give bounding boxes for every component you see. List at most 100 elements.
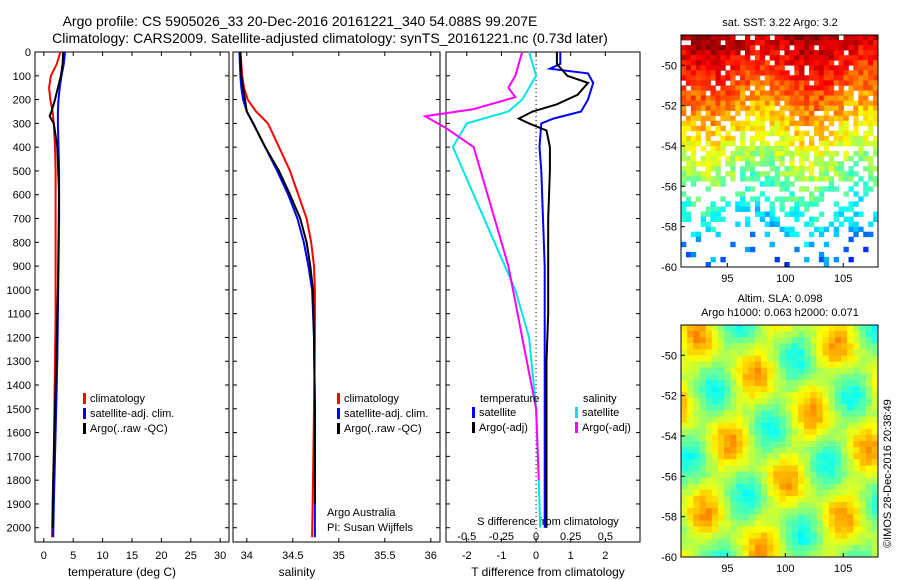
sst-cell: [700, 70, 706, 76]
sla-cell: [748, 514, 756, 521]
sst-cell: [730, 85, 736, 91]
sla-cell: [730, 465, 737, 472]
sst-cell: [690, 50, 697, 56]
sla-cell: [859, 550, 867, 558]
sla-cell: [785, 428, 793, 436]
sst-cell: [823, 166, 830, 172]
sst-cell: [873, 50, 879, 56]
sla-cell: [785, 410, 793, 417]
sst-cell: [848, 55, 854, 61]
sla-cell: [742, 477, 750, 485]
sst-cell: [769, 156, 775, 162]
sla-cell: [816, 373, 823, 381]
sst-cell: [695, 105, 702, 111]
sst-cell: [715, 50, 721, 56]
sst-cell: [838, 55, 844, 61]
sla-cell: [779, 337, 787, 344]
sst-cell: [720, 80, 726, 86]
sst-cell: [740, 75, 746, 81]
sla-cell: [705, 489, 713, 497]
sst-cell: [705, 40, 711, 46]
sla-cell: [871, 398, 879, 405]
sla-cell: [828, 410, 836, 417]
sla-cell: [779, 349, 787, 356]
sla-cell: [779, 386, 787, 393]
sla-cell: [767, 550, 774, 558]
sst-cell: [838, 135, 844, 142]
sla-cell: [699, 343, 707, 350]
sla-cell: [754, 367, 762, 375]
sst-cell: [695, 135, 702, 142]
map-y-tick-label: -60: [661, 552, 677, 564]
sla-cell: [687, 459, 694, 466]
sst-cell: [750, 45, 756, 51]
sla-cell: [798, 410, 805, 417]
sla-cell: [810, 392, 817, 399]
sla-cell: [834, 361, 842, 369]
sla-cell: [687, 379, 694, 387]
sst-cell: [809, 50, 815, 56]
sla-cell: [754, 337, 762, 344]
sla-cell: [724, 361, 731, 369]
sla-cell: [699, 526, 707, 533]
sst-cell: [838, 65, 844, 71]
sst-cell: [794, 120, 800, 127]
sst-cell: [715, 70, 721, 76]
sst-cell: [799, 95, 805, 101]
sla-cell: [699, 441, 707, 448]
sla-cell: [871, 447, 879, 454]
sla-cell: [834, 483, 842, 491]
sla-cell: [816, 404, 823, 411]
sst-cell: [745, 186, 751, 192]
sla-cell: [816, 502, 823, 509]
map-x-tick-label: 105: [834, 563, 852, 575]
sla-cell: [865, 337, 873, 344]
sst-cell: [769, 161, 775, 167]
sla-cell: [754, 538, 762, 546]
sla-cell: [761, 520, 768, 527]
sst-cell: [804, 55, 810, 61]
sla-cell: [767, 514, 774, 521]
sla-cell: [742, 434, 750, 442]
sla-cell: [681, 337, 688, 344]
sst-cell: [700, 90, 706, 96]
sst-cell: [695, 100, 702, 106]
sst-cell: [873, 135, 879, 142]
sst-cell: [774, 256, 780, 263]
sst-cell: [685, 135, 692, 142]
sst-cell: [700, 100, 706, 106]
sla-cell: [853, 434, 860, 442]
sst-cell: [814, 40, 820, 46]
sla-cell: [871, 544, 879, 552]
sst-cell: [863, 50, 869, 56]
sla-cell: [711, 544, 719, 552]
sla-cell: [847, 526, 854, 533]
sla-cell: [742, 459, 750, 466]
depth-tick-label: 2000: [7, 523, 31, 535]
sst-cell: [853, 65, 859, 71]
sla-cell: [859, 392, 867, 399]
sla-cell: [865, 520, 873, 527]
sla-cell: [773, 331, 780, 338]
sla-cell: [791, 453, 799, 460]
sla-cell: [730, 398, 737, 405]
sla-cell: [705, 447, 713, 454]
sst-cell: [818, 176, 825, 182]
sla-cell: [804, 477, 811, 485]
sla-cell: [705, 392, 713, 399]
sst-cell: [794, 201, 800, 207]
sla-cell: [693, 325, 700, 332]
sst-cell: [814, 55, 820, 61]
sla-cell: [761, 367, 768, 375]
sla-cell: [754, 489, 762, 497]
sst-cell: [750, 146, 756, 152]
sst-cell: [759, 50, 766, 56]
sla-cell: [859, 508, 867, 515]
sst-cell: [838, 221, 844, 227]
sla-cell: [705, 453, 713, 460]
sla-cell: [711, 379, 719, 387]
sla-cell: [748, 520, 756, 527]
sla-cell: [773, 459, 780, 466]
sla-cell: [730, 367, 737, 375]
sst-cell: [794, 206, 800, 212]
